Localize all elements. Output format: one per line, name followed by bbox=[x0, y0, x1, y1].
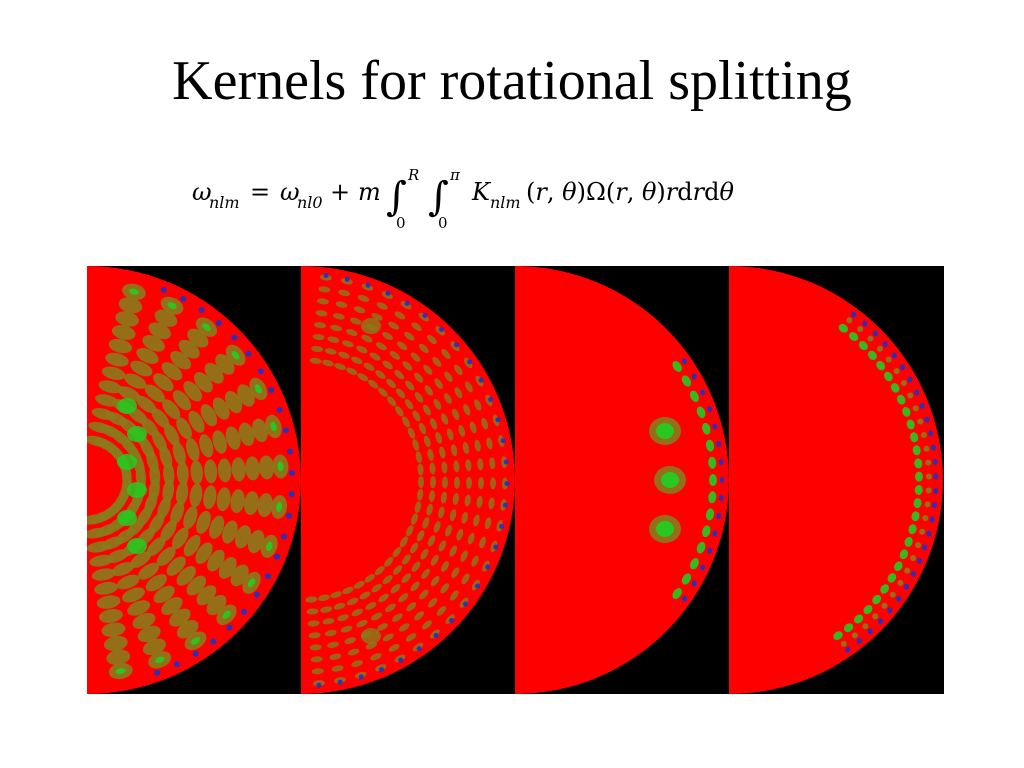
eq-sub-nl0: nl0 bbox=[297, 193, 323, 212]
eq-upper-theta: π bbox=[449, 166, 461, 184]
kernel-pattern-4 bbox=[833, 311, 939, 653]
eq-sub-nlm: nlm bbox=[209, 193, 240, 212]
kernel-panel-4 bbox=[729, 266, 943, 694]
eq-lower-theta: 0 bbox=[438, 214, 448, 232]
eq-omega-lhs: ω bbox=[192, 178, 212, 206]
eq-plus: + bbox=[330, 178, 350, 206]
equation-svg: ω nlm = ω nl0 + m ∫ R 0 ∫ π 0 K nlm (r, … bbox=[192, 166, 735, 232]
kernel-panel-2 bbox=[301, 266, 515, 694]
kernel-pattern-3 bbox=[649, 358, 725, 602]
eq-lower-r: 0 bbox=[396, 214, 406, 232]
eq-sub-kernel: nlm bbox=[490, 193, 521, 212]
kernel-figure bbox=[87, 266, 944, 694]
splitting-equation: ω nlm = ω nl0 + m ∫ R 0 ∫ π 0 K nlm (r, … bbox=[190, 160, 850, 236]
slide-title: Kernels for rotational splitting bbox=[172, 50, 852, 112]
eq-integral-r: ∫ bbox=[386, 174, 407, 220]
eq-omega-rhs: ω bbox=[280, 178, 300, 206]
kernel-panel-1 bbox=[87, 266, 301, 694]
eq-upper-r: R bbox=[407, 166, 419, 184]
kernel-pattern-2 bbox=[305, 273, 510, 688]
eq-integral-theta: ∫ bbox=[428, 174, 449, 220]
kernel-pattern-1 bbox=[87, 283, 295, 680]
eq-equals: = bbox=[250, 178, 270, 206]
eq-m: m bbox=[358, 178, 381, 206]
eq-kernel: K bbox=[471, 178, 492, 206]
kernel-panel-3 bbox=[515, 266, 729, 694]
eq-kernel-args: (r, θ)Ω(r, θ)rdrdθ bbox=[526, 178, 735, 206]
